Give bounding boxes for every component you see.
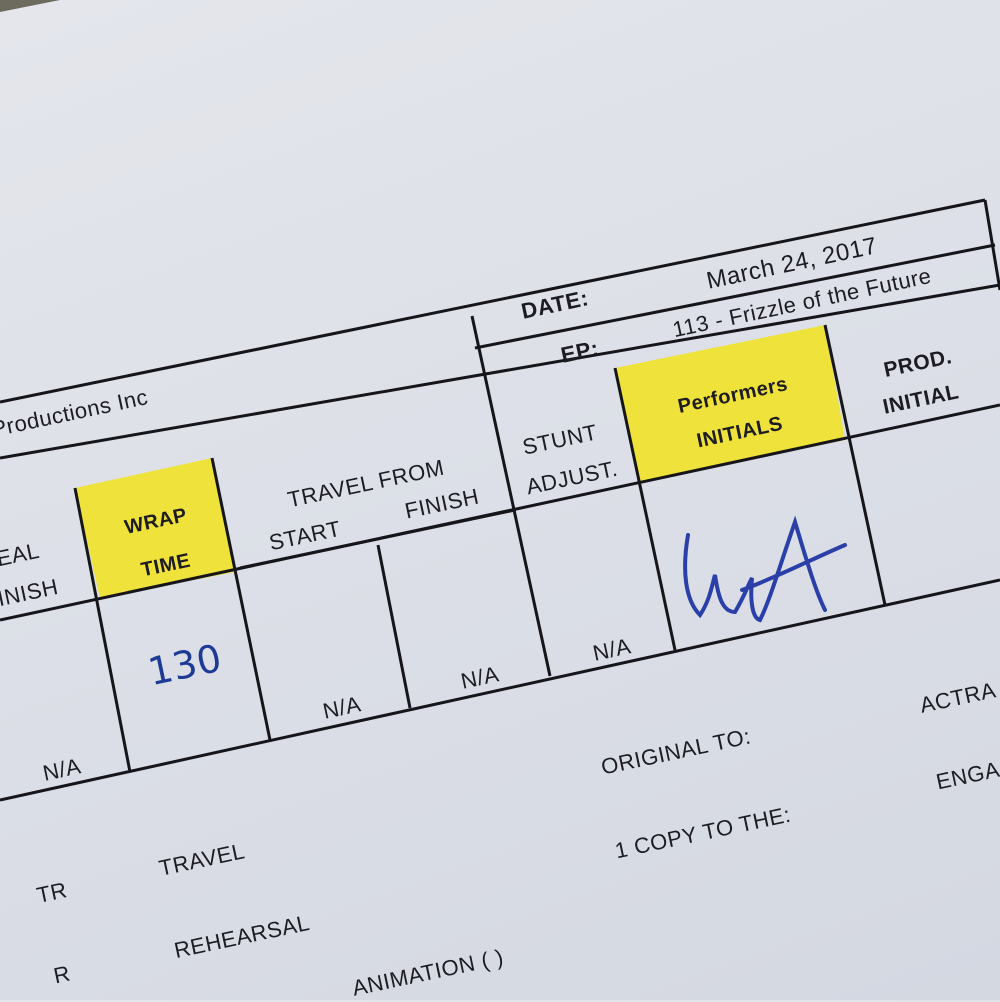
top-line <box>0 198 986 404</box>
row-bottom-line <box>0 578 1000 802</box>
col-divider <box>470 315 552 677</box>
wrap-time-highlight <box>75 458 235 598</box>
travel-sub-line <box>239 508 516 570</box>
col-divider <box>73 487 132 773</box>
col-divider <box>376 544 412 709</box>
header-bottom-line <box>0 283 1000 460</box>
performers-highlight <box>615 325 845 482</box>
col-divider <box>613 367 677 651</box>
background-ground <box>0 0 60 12</box>
col-divider <box>210 457 272 741</box>
date-ep-divider <box>474 243 996 350</box>
col-divider <box>823 324 887 606</box>
performer-signature <box>683 515 847 623</box>
col-divider <box>983 199 1000 291</box>
